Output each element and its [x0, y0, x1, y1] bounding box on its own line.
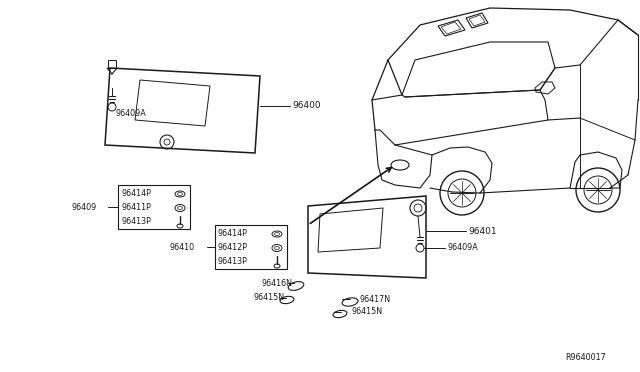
Text: 96409: 96409: [72, 202, 97, 212]
Text: 96409A: 96409A: [116, 109, 147, 119]
Text: 96414P: 96414P: [121, 189, 151, 199]
Bar: [118, 185, 190, 229]
Text: 96412P: 96412P: [218, 244, 248, 253]
Text: 96415N: 96415N: [352, 308, 383, 317]
Text: 96417N: 96417N: [360, 295, 391, 304]
Text: 96401: 96401: [468, 227, 497, 235]
Text: R9640017: R9640017: [565, 353, 605, 362]
Bar: [215, 225, 287, 269]
Text: 96400: 96400: [292, 102, 321, 110]
Text: 96409A: 96409A: [447, 244, 477, 253]
Text: 96411P: 96411P: [121, 203, 151, 212]
Text: 96415N: 96415N: [253, 294, 284, 302]
Text: 96410: 96410: [170, 243, 195, 251]
Text: 96413P: 96413P: [218, 257, 248, 266]
Text: 96416N: 96416N: [261, 279, 292, 288]
Text: 96414P: 96414P: [218, 230, 248, 238]
Bar: [108, 60, 116, 68]
Text: 96413P: 96413P: [121, 218, 151, 227]
